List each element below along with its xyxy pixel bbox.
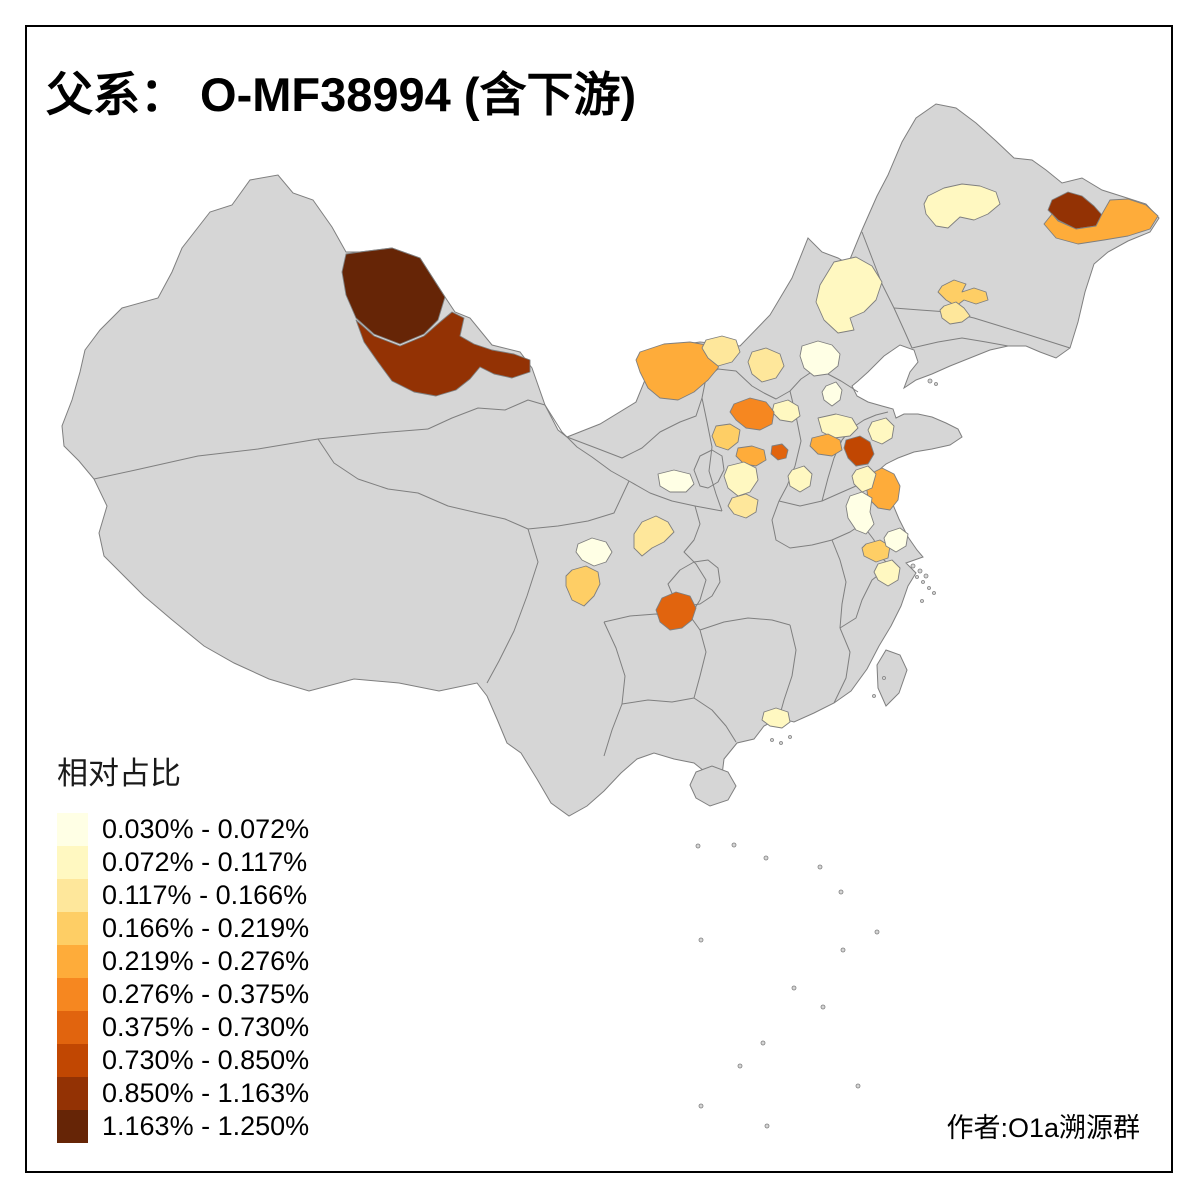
legend-label: 0.166% - 0.219% — [102, 913, 310, 943]
legend-row: 0.072% - 0.117% — [57, 846, 309, 879]
map-region — [355, 311, 531, 397]
map-region — [787, 465, 813, 493]
map-region — [817, 413, 859, 439]
map-region — [883, 527, 909, 553]
china-mainland — [61, 103, 1160, 817]
map-region — [735, 445, 767, 467]
map-region — [711, 423, 741, 451]
hainan-island — [689, 765, 737, 807]
plot-title: 父系： O-MF38994 (含下游) — [46, 68, 637, 121]
legend-row: 0.730% - 0.850% — [57, 1044, 309, 1077]
map-region — [575, 537, 613, 567]
legend-swatch — [57, 846, 88, 879]
legend: 相对占比 0.030% - 0.072% 0.072% - 0.117% 0.117… — [57, 748, 309, 1143]
legend-label: 1.163% - 1.250% — [102, 1111, 310, 1141]
map-region — [635, 341, 723, 401]
map-region — [923, 183, 1001, 229]
legend-row: 0.276% - 0.375% — [57, 978, 309, 1011]
legend-swatch — [57, 978, 88, 1011]
map-region — [723, 461, 759, 497]
legend-swatch — [57, 945, 88, 978]
legend-label: 0.850% - 1.163% — [102, 1078, 310, 1108]
legend-label: 0.117% - 0.166% — [102, 880, 308, 910]
legend-label: 0.276% - 0.375% — [102, 979, 310, 1009]
map-region — [657, 469, 695, 493]
legend-label: 0.375% - 0.730% — [102, 1012, 310, 1042]
map-region — [1043, 198, 1159, 245]
legend-swatch — [57, 1044, 88, 1077]
legend-row: 0.117% - 0.166% — [57, 879, 309, 912]
legend-row: 1.163% - 1.250% — [57, 1110, 309, 1143]
map-region — [809, 433, 843, 457]
map-region — [701, 335, 741, 367]
legend-label: 0.730% - 0.850% — [102, 1045, 310, 1075]
map-region — [851, 465, 877, 493]
legend-label: 0.072% - 0.117% — [102, 847, 308, 877]
map-region — [655, 591, 697, 631]
colored-regions — [341, 183, 1159, 729]
legend-row: 0.030% - 0.072% — [57, 813, 309, 846]
map-region — [867, 417, 895, 445]
legend-row: 0.219% - 0.276% — [57, 945, 309, 978]
legend-title: 相对占比 — [57, 756, 181, 791]
taiwan-island — [876, 649, 908, 707]
map-region — [727, 493, 759, 519]
map-region — [747, 347, 785, 383]
sea-islands — [695, 378, 938, 1129]
legend-row: 0.850% - 1.163% — [57, 1077, 309, 1110]
map-region — [633, 515, 675, 557]
map-region — [843, 435, 875, 467]
map-region — [821, 381, 843, 407]
map-region — [861, 539, 891, 563]
map-region — [815, 256, 883, 334]
legend-swatch — [57, 813, 88, 846]
legend-rows: 0.030% - 0.072% 0.072% - 0.117% 0.117% - 0… — [57, 813, 309, 1143]
map-region — [729, 397, 775, 431]
legend-row: 0.166% - 0.219% — [57, 912, 309, 945]
legend-label: 0.219% - 0.276% — [102, 946, 310, 976]
map-region — [939, 301, 971, 325]
legend-row: 0.375% - 0.730% — [57, 1011, 309, 1044]
legend-swatch — [57, 1011, 88, 1044]
legend-swatch — [57, 912, 88, 945]
legend-label: 0.030% - 0.072% — [102, 814, 310, 844]
author-credit: 作者:O1a溯源群 — [946, 1113, 1140, 1143]
map-region — [937, 279, 989, 307]
legend-swatch — [57, 1077, 88, 1110]
map-region — [873, 559, 901, 587]
legend-swatch — [57, 879, 88, 912]
map-region — [565, 565, 601, 607]
map-region — [770, 443, 789, 461]
legend-swatch — [57, 1110, 88, 1143]
map-region — [845, 491, 875, 535]
map-region — [761, 707, 791, 729]
map-region — [799, 340, 841, 377]
map-region — [341, 247, 446, 345]
